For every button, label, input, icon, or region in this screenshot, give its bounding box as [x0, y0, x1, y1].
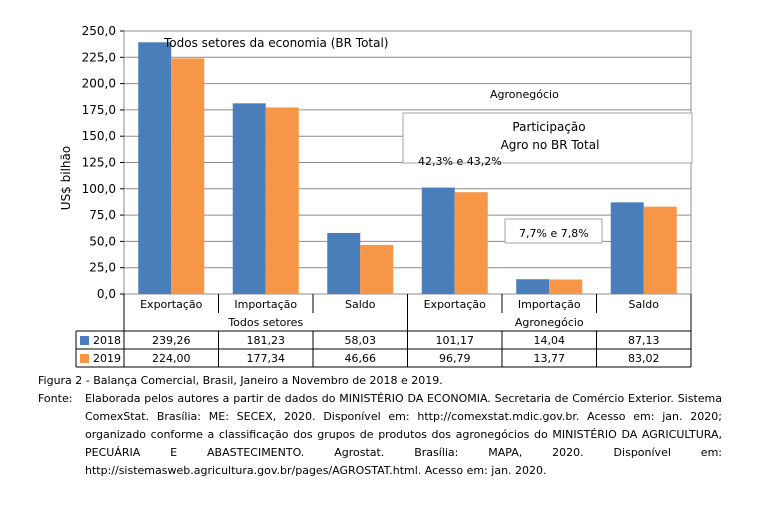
bar-2018-4: [421, 187, 455, 294]
annotation-agro: Agronegócio: [490, 88, 559, 101]
y-tick-label: 150,0: [82, 129, 116, 143]
bar-2018-3: [327, 232, 361, 294]
bar-2019-3: [360, 244, 394, 294]
bar-2018-5: [516, 279, 550, 294]
bar-2019-4: [454, 192, 488, 294]
participation-exports: 42,3% e 43,2%: [418, 155, 502, 168]
participation-box: [402, 112, 693, 164]
annotation-total: Todos setores da economia (BR Total): [163, 36, 388, 50]
data-label-2019: 13,77: [534, 352, 566, 365]
legend-swatch-2019: [80, 354, 89, 363]
source-note: Fonte: Elaborada pelos autores a partir …: [38, 390, 722, 480]
y-axis-label: US$ bilhão: [59, 146, 73, 210]
bar-2019-5: [549, 279, 583, 294]
y-tick-label: 225,0: [82, 50, 116, 64]
bar-2019-2: [265, 107, 299, 294]
data-label-2019: 96,79: [439, 352, 471, 365]
group-label: Todos setores: [227, 316, 303, 329]
y-tick-label: 100,0: [82, 182, 116, 196]
y-tick-label: 0,0: [97, 287, 116, 301]
participation-imports-box: [504, 218, 603, 244]
bar-2018-1: [138, 42, 172, 295]
data-label-2018: 14,04: [534, 334, 566, 347]
data-label-2019: 83,02: [628, 352, 660, 365]
group-label: Agronegócio: [515, 316, 584, 329]
source-label: Fonte:: [38, 392, 73, 405]
participation-title-2: Agro no BR Total: [501, 138, 600, 152]
legend-label-2019: 2019: [93, 352, 121, 365]
y-tick-label: 25,0: [89, 261, 116, 275]
data-label-2018: 58,03: [345, 334, 377, 347]
y-axis: 0,0 25,0 50,0 75,0 100,0 125,0 150,0 175,0 200,0…: [82, 24, 124, 301]
data-label-2019: 224,00: [152, 352, 191, 365]
category-label: Importação: [234, 298, 297, 311]
data-label-2018: 87,13: [628, 334, 660, 347]
category-label: Exportação: [424, 298, 487, 311]
chart: 0,0 25,0 50,0 75,0 100,0 125,0 150,0 175,0 200,0…: [59, 24, 693, 368]
data-label-2019: 46,66: [345, 352, 377, 365]
data-label-2018: 101,17: [436, 334, 475, 347]
y-tick-label: 50,0: [89, 234, 116, 248]
participation-title-1: Participação: [512, 120, 585, 134]
category-label: Saldo: [345, 298, 376, 311]
bar-2018-2: [232, 103, 266, 294]
data-table: Exportação Importação Saldo Exportação Impor…: [75, 294, 692, 368]
bars: [138, 42, 677, 295]
category-label: Exportação: [140, 298, 203, 311]
y-tick-label: 75,0: [89, 208, 116, 222]
y-tick-label: 175,0: [82, 103, 116, 117]
participation-imports: 7,7% e 7,8%: [519, 227, 589, 240]
y-tick-label: 125,0: [82, 156, 116, 170]
y-tick-label: 250,0: [82, 24, 116, 38]
data-label-2018: 239,26: [152, 334, 191, 347]
legend-label-2018: 2018: [93, 334, 121, 347]
data-label-2018: 181,23: [247, 334, 286, 347]
data-label-2019: 177,34: [247, 352, 286, 365]
y-tick-label: 200,0: [82, 77, 116, 91]
legend-swatch-2018: [80, 336, 89, 345]
figure-caption: Figura 2 - Balança Comercial, Brasil, Ja…: [38, 374, 443, 387]
bar-2019-1: [171, 58, 205, 294]
source-text: Elaborada pelos autores a partir de dado…: [85, 392, 722, 477]
bar-2018-6: [610, 202, 644, 294]
category-label: Saldo: [629, 298, 660, 311]
category-label: Importação: [518, 298, 581, 311]
bar-2019-6: [643, 206, 677, 294]
